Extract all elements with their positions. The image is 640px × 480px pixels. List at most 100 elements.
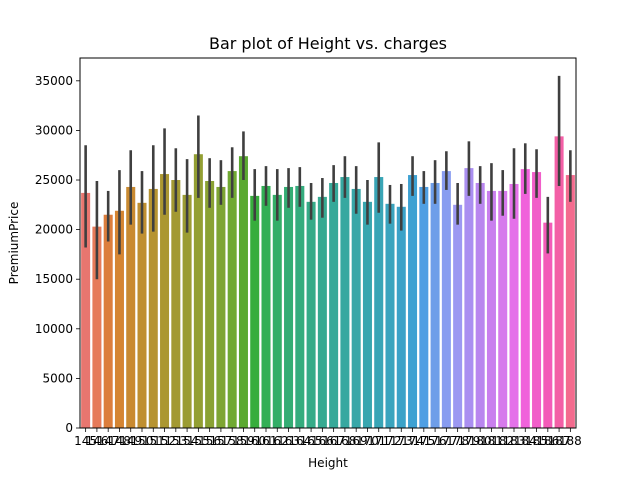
bar-187 <box>554 136 564 428</box>
x-tick-label: 176 <box>424 434 447 448</box>
bar-159 <box>238 156 248 429</box>
x-tick-label: 174 <box>401 434 424 448</box>
bar-176 <box>430 182 440 428</box>
x-tick-label: 153 <box>164 434 187 448</box>
bar-151 <box>148 188 158 428</box>
x-tick-label: 162 <box>266 434 289 448</box>
y-tick-label: 15000 <box>35 272 73 286</box>
bar-186 <box>543 222 553 428</box>
x-tick-label: 175 <box>412 434 435 448</box>
x-tick-label: 159 <box>232 434 255 448</box>
x-tick-label: 155 <box>187 434 210 448</box>
y-tick-label: 30000 <box>35 123 73 137</box>
bar-183 <box>509 183 519 428</box>
x-tick-label: 154 <box>176 434 199 448</box>
bar-154 <box>182 194 192 428</box>
bar-180 <box>475 182 485 428</box>
bar-160 <box>250 195 260 428</box>
bar-150 <box>137 202 147 428</box>
x-axis-label: Height <box>308 456 348 470</box>
bar-172 <box>385 203 395 428</box>
x-tick-label: 173 <box>390 434 413 448</box>
y-tick-label: 25000 <box>35 173 73 187</box>
x-tick-label: 164 <box>288 434 311 448</box>
bar-169 <box>351 188 361 428</box>
x-tick-label: 160 <box>243 434 266 448</box>
bar-182 <box>498 190 508 428</box>
x-tick-label: 151 <box>142 434 165 448</box>
x-tick-label: 146 <box>85 434 108 448</box>
x-tick-label: 187 <box>548 434 571 448</box>
bar-146 <box>92 226 102 428</box>
x-tick-label: 182 <box>491 434 514 448</box>
bar-149 <box>126 186 136 428</box>
x-tick-label: 178 <box>446 434 469 448</box>
x-tick-label: 147 <box>97 434 120 448</box>
x-tick-label: 149 <box>119 434 142 448</box>
bar-145 <box>81 192 91 428</box>
x-tick-label: 172 <box>379 434 402 448</box>
x-tick-label: 186 <box>536 434 559 448</box>
bar-171 <box>374 177 384 428</box>
bar-155 <box>193 154 203 428</box>
x-tick-label: 152 <box>153 434 176 448</box>
bar-158 <box>227 171 237 428</box>
bar-162 <box>272 194 282 428</box>
bar-185 <box>532 172 542 428</box>
bar-184 <box>520 169 530 429</box>
bar-179 <box>464 168 474 428</box>
x-tick-label: 148 <box>108 434 131 448</box>
x-tick-label: 169 <box>345 434 368 448</box>
bar-148 <box>114 210 124 428</box>
y-tick-label: 5000 <box>42 371 73 385</box>
y-tick-label: 35000 <box>35 74 73 88</box>
x-tick-label: 163 <box>277 434 300 448</box>
x-tick-label: 157 <box>209 434 232 448</box>
x-tick-label: 158 <box>221 434 244 448</box>
x-tick-label: 156 <box>198 434 221 448</box>
x-axis-ticks: 1451461471481491501511521531541551561571… <box>74 428 582 448</box>
bar-153 <box>171 180 181 428</box>
axes-frame <box>79 57 577 429</box>
x-tick-label: 183 <box>503 434 526 448</box>
bar-161 <box>261 185 271 428</box>
bar-170 <box>362 201 372 428</box>
bar-174 <box>408 175 418 428</box>
x-tick-label: 177 <box>435 434 458 448</box>
x-tick-label: 165 <box>300 434 323 448</box>
y-tick-label: 10000 <box>35 322 73 336</box>
x-tick-label: 168 <box>333 434 356 448</box>
y-tick-label: 0 <box>65 421 73 435</box>
x-tick-label: 185 <box>525 434 548 448</box>
x-tick-label: 181 <box>480 434 503 448</box>
bar-157 <box>216 186 226 428</box>
x-tick-label: 179 <box>457 434 480 448</box>
bar-177 <box>441 171 451 428</box>
bar-156 <box>205 181 215 428</box>
x-tick-label: 188 <box>559 434 582 448</box>
x-tick-label: 170 <box>356 434 379 448</box>
x-tick-label: 150 <box>131 434 154 448</box>
x-tick-label: 184 <box>514 434 537 448</box>
bar-163 <box>284 186 294 428</box>
bar-166 <box>317 196 327 428</box>
error-bars-group <box>84 75 572 280</box>
bar-167 <box>329 182 339 428</box>
y-tick-label: 20000 <box>35 223 73 237</box>
bar-173 <box>396 206 406 428</box>
bar-175 <box>419 186 429 428</box>
x-tick-label: 171 <box>367 434 390 448</box>
bars-group <box>81 136 575 429</box>
bar-152 <box>160 174 170 428</box>
chart-title: Bar plot of Height vs. charges <box>209 34 447 53</box>
x-tick-label: 145 <box>74 434 97 448</box>
bar-164 <box>295 185 305 428</box>
x-tick-label: 167 <box>322 434 345 448</box>
bar-178 <box>453 204 463 428</box>
y-axis-ticks: 0 5000 10000 15000 20000 25000 30000 35000 <box>35 74 80 435</box>
bar-188 <box>565 175 575 428</box>
x-tick-label: 161 <box>255 434 278 448</box>
x-tick-label: 180 <box>469 434 492 448</box>
bar-181 <box>486 190 496 428</box>
